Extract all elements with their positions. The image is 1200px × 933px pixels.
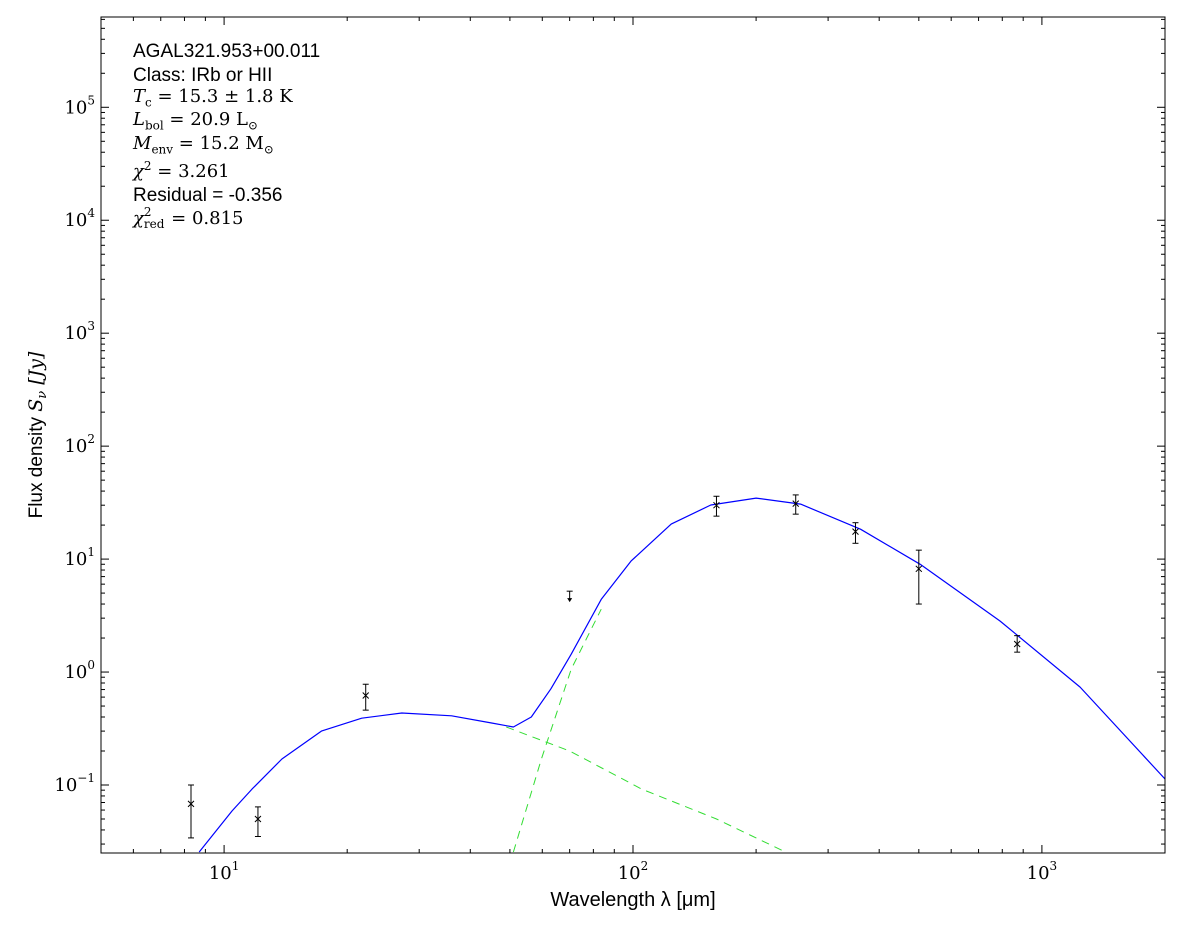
y-tick-exp: 2 (87, 432, 95, 446)
annotation-residual: Residual = -0.356 (133, 185, 283, 206)
y-label-unit: [Jy] (25, 351, 47, 391)
x-tick-base: 10 (209, 863, 232, 884)
y-tick-base: 10 (64, 210, 87, 231)
y-label-symbol: S (25, 399, 47, 412)
y-tick-exp: 3 (87, 319, 95, 333)
x-tick-base: 10 (1027, 863, 1050, 884)
annotation-class: Class: IRb or HII (133, 65, 273, 86)
y-tick-exp: 0 (87, 658, 95, 672)
y-tick-base: 10 (64, 662, 87, 683)
y-tick-base: 10 (64, 323, 87, 344)
annotation-lbol: Lbol = 20.9 L⊙ (133, 109, 259, 133)
y-tick-label: 102 (64, 432, 95, 457)
y-tick-label: 103 (64, 319, 95, 344)
x-axis-label: Wavelength λ [μm] (550, 889, 715, 911)
y-tick-label: 100 (64, 658, 95, 683)
annotation-chi2-red: χ 2 red = 0.815 (133, 205, 244, 231)
y-tick-exp: 4 (87, 206, 95, 220)
y-tick-base: 10 (54, 775, 77, 796)
annotation-menv: Menv = 15.2 M⊙ (133, 133, 274, 157)
data-point (1013, 640, 1021, 648)
y-tick-label: 101 (64, 545, 95, 570)
data-point (852, 528, 859, 535)
y-label-sub: ν (35, 391, 50, 399)
data-point (713, 501, 720, 509)
y-tick-label: 10−1 (54, 771, 95, 796)
annotation-tc: Tc = 15.3 ± 1.8 K (133, 86, 293, 110)
x-tick-label: 103 (1027, 859, 1058, 884)
annotation-chi2: χ2 = 3.261 (133, 159, 230, 182)
plot-frame (100, 16, 1166, 854)
upper-limit-arrow (567, 598, 573, 603)
x-tick-label: 102 (618, 859, 649, 884)
y-tick-exp: −1 (77, 771, 95, 785)
data-point (187, 800, 195, 808)
annotation-source: AGAL321.953+00.011 (133, 41, 321, 62)
data-point (362, 692, 370, 699)
y-axis-label: Flux density Sν [Jy] (25, 351, 50, 518)
warm-component-line (506, 726, 786, 853)
cold-component-line (512, 608, 602, 853)
y-tick-base: 10 (64, 97, 87, 118)
y-tick-exp: 1 (87, 545, 95, 559)
x-tick-exp: 2 (641, 859, 649, 873)
data-point (792, 500, 800, 507)
y-tick-label: 105 (64, 93, 95, 118)
x-tick-base: 10 (618, 863, 641, 884)
x-tick-exp: 1 (232, 859, 240, 873)
x-tick-label: 101 (209, 859, 240, 884)
y-tick-base: 10 (64, 549, 87, 570)
y-tick-base: 10 (64, 436, 87, 457)
data-point (915, 565, 923, 573)
plot-area (187, 494, 1165, 853)
y-label-text: Flux density (26, 412, 47, 519)
model-sed-line (198, 497, 1165, 853)
y-tick-label: 104 (64, 206, 95, 231)
x-tick-exp: 3 (1050, 859, 1058, 873)
y-tick-exp: 5 (87, 93, 95, 107)
data-point (254, 815, 262, 823)
